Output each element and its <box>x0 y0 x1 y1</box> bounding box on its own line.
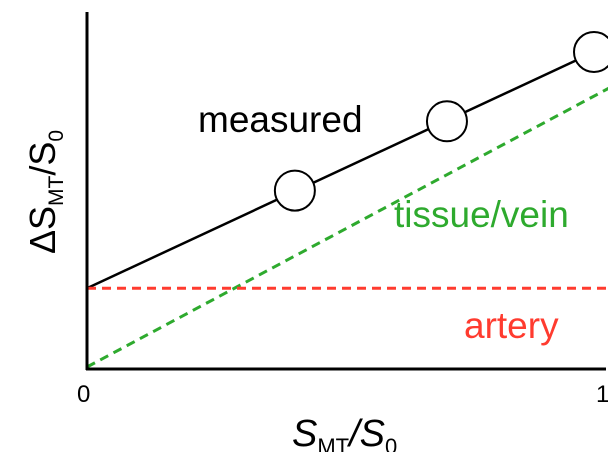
x-tick-label-1: 1 <box>596 381 608 408</box>
measured-point <box>425 100 468 143</box>
measured-point <box>573 31 608 73</box>
x-axis-label: SMT/S0 <box>292 413 397 452</box>
x-tick-label-0: 0 <box>77 381 90 408</box>
series-label-tissue-vein: tissue/vein <box>394 194 569 235</box>
series-label-artery: artery <box>464 305 559 346</box>
series-line-tissue-vein <box>86 86 608 369</box>
y-axis-label: ΔSMT/S0 <box>22 130 68 254</box>
series-label-measured: measured <box>198 99 363 140</box>
measured-point <box>273 169 316 212</box>
series-line-measured <box>86 44 608 290</box>
